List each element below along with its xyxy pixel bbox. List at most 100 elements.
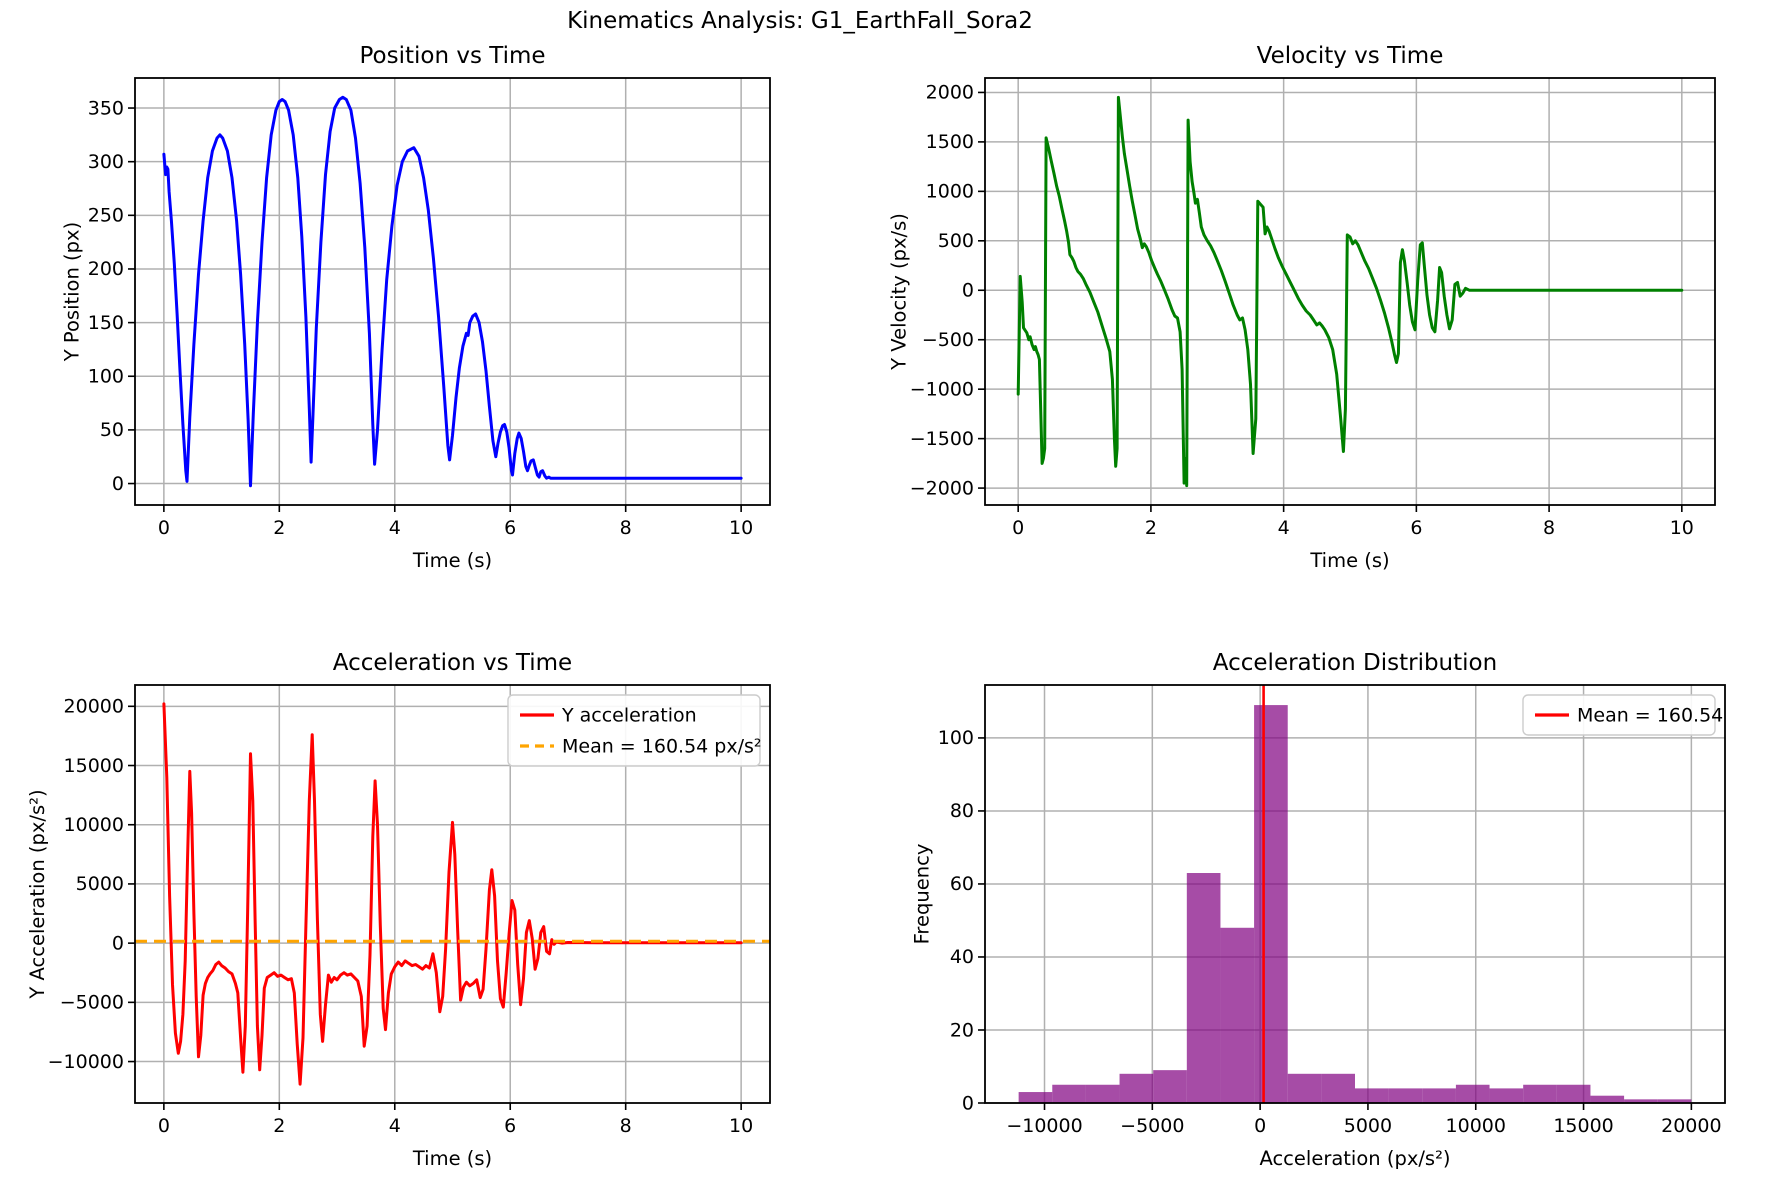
chart-velocity-vs-time: 0 2 4 6 8 10 −2000 −1500 −1000 −500 0 500 1000 1500 20… xyxy=(875,30,1737,595)
histogram-bar xyxy=(1590,1095,1625,1103)
y-acceleration-line xyxy=(162,702,743,1086)
chart-acceleration-distribution: −10000 −5000 0 5000 10000 15000 20000 0 20 40 60 80… xyxy=(875,637,1747,1181)
y-axis-tick-label: 150 xyxy=(88,312,124,334)
y-axis-tick-label: 2000 xyxy=(926,82,974,104)
x-axis-label: Time (s) xyxy=(412,549,492,572)
acceleration-plot: 0 2 4 6 8 10 −10000 −5000 0 5000 10000 15000 20000 Ac… xyxy=(26,650,771,1170)
x-axis-tick-label: 0 xyxy=(158,517,170,539)
x-axis-label: Time (s) xyxy=(1309,549,1389,572)
histogram-bar xyxy=(1657,1099,1692,1103)
y-axis-tick-label: 0 xyxy=(962,1092,974,1114)
y-axis-tick-label: 5000 xyxy=(76,873,124,895)
y-position-line xyxy=(162,95,743,488)
subplot-title: Velocity vs Time xyxy=(1257,43,1444,69)
histogram-bar xyxy=(1018,1092,1053,1103)
y-axis-tick-label: −2000 xyxy=(910,477,974,499)
subplot-title: Acceleration Distribution xyxy=(1213,650,1497,676)
y-axis-tick-label: 0 xyxy=(112,932,124,954)
histogram-bar xyxy=(1388,1088,1423,1103)
x-axis-tick-label: 0 xyxy=(1012,517,1024,539)
subplot-title: Position vs Time xyxy=(359,43,545,69)
chart-position-vs-time: 0 2 4 6 8 10 0 50 100 150 200 250 300 350 Position vs … xyxy=(25,30,787,595)
x-axis-tick-label: 6 xyxy=(1410,517,1422,539)
x-axis-tick-label: 15000 xyxy=(1553,1115,1613,1137)
y-axis-tick-label: 20000 xyxy=(64,696,124,718)
x-axis-tick-label: 10000 xyxy=(1446,1115,1506,1137)
y-axis-tick-label: 10000 xyxy=(64,814,124,836)
legend-box xyxy=(1522,694,1716,736)
x-axis-tick-label: 6 xyxy=(504,517,516,539)
legend-entry-label: Mean = 160.54 px/s² xyxy=(562,735,762,757)
histogram-bar xyxy=(1153,1070,1187,1103)
y-axis-tick-label: −10000 xyxy=(48,1051,124,1073)
histogram-bar xyxy=(1085,1084,1120,1103)
y-axis-tick-label: 1000 xyxy=(926,181,974,203)
histogram-bar xyxy=(1052,1084,1086,1103)
y-axis-tick-label: 0 xyxy=(962,280,974,302)
histogram-bar xyxy=(1119,1073,1154,1103)
y-axis-tick-label: 100 xyxy=(938,727,974,749)
x-axis-tick-label: 4 xyxy=(389,517,401,539)
legend-box xyxy=(507,694,761,767)
x-axis-tick-label: 8 xyxy=(620,517,632,539)
subplot-title: Acceleration vs Time xyxy=(333,650,572,676)
x-axis-tick-label: 2 xyxy=(273,1115,285,1137)
x-axis-tick-label: 4 xyxy=(1278,517,1290,539)
x-axis-tick-label: 8 xyxy=(1543,517,1555,539)
histogram-bar xyxy=(1455,1084,1490,1103)
y-axis-tick-label: 200 xyxy=(88,258,124,280)
x-axis-tick-label: 10 xyxy=(1670,517,1694,539)
y-axis-tick-label: 60 xyxy=(950,873,974,895)
histogram-bar xyxy=(1287,1073,1322,1103)
y-axis-tick-label: 500 xyxy=(938,230,974,252)
histogram-bar xyxy=(1254,705,1288,1103)
histogram-bar xyxy=(1186,873,1221,1103)
x-axis-label: Acceleration (px/s²) xyxy=(1259,1147,1450,1170)
y-axis-tick-label: 100 xyxy=(88,366,124,388)
y-axis-tick-label: −500 xyxy=(922,329,974,351)
x-axis-tick-label: 20000 xyxy=(1661,1115,1721,1137)
x-axis-tick-label: −5000 xyxy=(1120,1115,1184,1137)
y-axis-tick-label: −1500 xyxy=(910,428,974,450)
y-axis-label: Frequency xyxy=(911,844,934,945)
histogram-bars xyxy=(1018,705,1692,1103)
histogram-bar xyxy=(1556,1084,1591,1103)
axes-spines xyxy=(134,77,771,506)
x-axis-tick-label: 2 xyxy=(1145,517,1157,539)
x-axis-tick-label: 4 xyxy=(389,1115,401,1137)
axes-spines xyxy=(984,684,1726,1104)
distribution-plot: −10000 −5000 0 5000 10000 15000 20000 0 20 40 60 80… xyxy=(911,650,1726,1170)
y-axis-tick-label: 250 xyxy=(88,205,124,227)
y-axis-tick-label: 350 xyxy=(88,97,124,119)
y-axis-tick-label: 80 xyxy=(950,800,974,822)
x-axis-tick-label: 0 xyxy=(158,1115,170,1137)
velocity-plot: 0 2 4 6 8 10 −2000 −1500 −1000 −500 0 500 1000 1500 20… xyxy=(888,43,1716,572)
y-axis-label: Y Velocity (px/s) xyxy=(888,213,911,371)
histogram-bar xyxy=(1355,1088,1389,1103)
chart-acceleration-vs-time: 0 2 4 6 8 10 −10000 −5000 0 5000 10000 15000 20000 Ac… xyxy=(25,637,787,1181)
legend-entry-label: Y acceleration xyxy=(561,704,697,726)
histogram-bar xyxy=(1220,927,1255,1103)
histogram-bar xyxy=(1489,1088,1524,1103)
y-axis-tick-label: 20 xyxy=(950,1019,974,1041)
y-axis-label: Y Acceleration (px/s²) xyxy=(26,789,49,999)
y-axis-label: Y Position (px) xyxy=(61,222,84,362)
x-axis-tick-label: 0 xyxy=(1254,1115,1266,1137)
histogram-bar xyxy=(1422,1088,1456,1103)
x-axis-tick-label: 8 xyxy=(620,1115,632,1137)
x-axis-tick-label: 2 xyxy=(273,517,285,539)
x-axis-label: Time (s) xyxy=(412,1147,492,1170)
axes-spines xyxy=(134,684,771,1104)
y-axis-tick-label: −1000 xyxy=(910,378,974,400)
histogram-bar xyxy=(1624,1099,1658,1103)
x-axis-tick-label: 10 xyxy=(729,1115,753,1137)
y-axis-tick-label: −5000 xyxy=(60,992,124,1014)
y-axis-tick-label: 1500 xyxy=(926,131,974,153)
x-axis-tick-label: 10 xyxy=(729,517,753,539)
x-axis-tick-label: −10000 xyxy=(1006,1115,1082,1137)
figure-title: Kinematics Analysis: G1_EarthFall_Sora2 xyxy=(567,8,1033,34)
y-axis-tick-label: 15000 xyxy=(64,755,124,777)
y-axis-tick-label: 0 xyxy=(112,473,124,495)
x-axis-tick-label: 6 xyxy=(504,1115,516,1137)
